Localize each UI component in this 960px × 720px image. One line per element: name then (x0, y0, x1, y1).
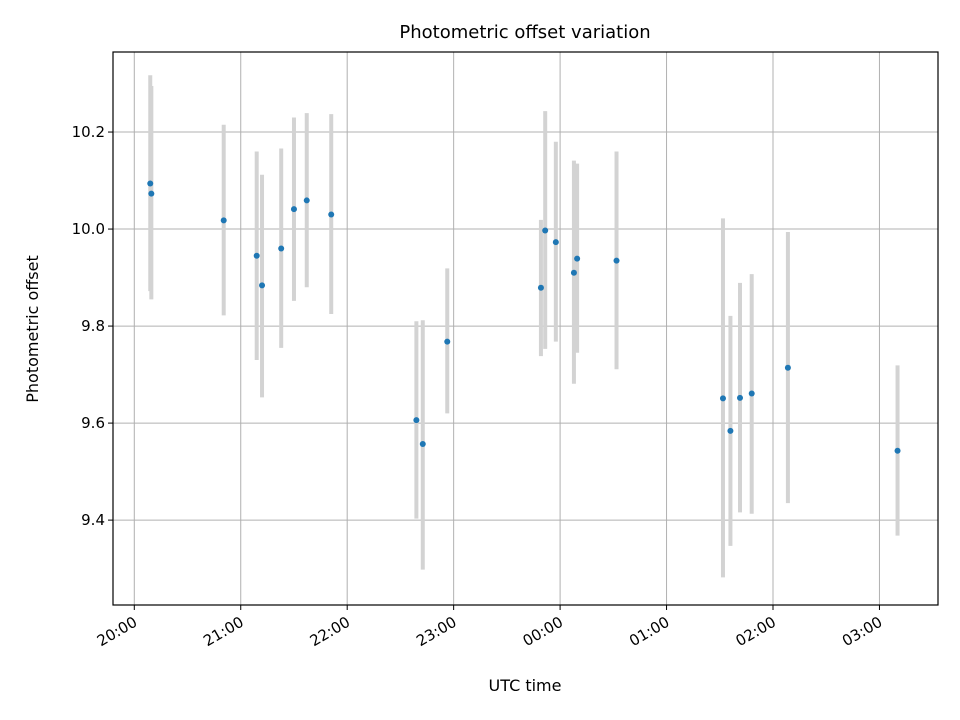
data-point (278, 245, 285, 252)
data-point (147, 180, 154, 187)
data-point (413, 417, 420, 424)
data-point (727, 427, 734, 434)
grid (113, 52, 938, 605)
data-point (748, 390, 755, 397)
data-point (290, 206, 297, 213)
data-point (570, 269, 577, 276)
data-point (552, 239, 559, 246)
data-point (613, 257, 620, 264)
data-point (253, 252, 260, 259)
y-tick-label: 9.6 (81, 414, 105, 432)
plot-frame (112, 51, 939, 606)
chart-title: Photometric offset variation (399, 22, 650, 43)
data-point (419, 440, 426, 447)
data-point (894, 447, 901, 454)
y-tick-label: 9.8 (81, 317, 105, 335)
data-point (148, 190, 155, 197)
data-point (542, 227, 549, 234)
data-point (444, 338, 451, 345)
data-point (303, 197, 310, 204)
data-point (537, 284, 544, 291)
data-point (259, 282, 266, 289)
data-point (220, 217, 227, 224)
data-point (737, 394, 743, 401)
data-point (719, 395, 726, 402)
y-tick-label: 10.2 (72, 123, 105, 141)
y-axis-label: Photometric offset (23, 255, 42, 403)
data-point (574, 255, 581, 262)
y-tick-label: 10.0 (72, 220, 105, 238)
data-point (328, 211, 335, 218)
y-tick-label: 9.4 (81, 511, 105, 529)
y-axis-ticks: 9.4 9.6 9.8 10.0 10.2 (72, 123, 113, 529)
x-axis-label: UTC time (489, 676, 562, 695)
data-point (784, 364, 791, 371)
data-points (147, 180, 901, 454)
